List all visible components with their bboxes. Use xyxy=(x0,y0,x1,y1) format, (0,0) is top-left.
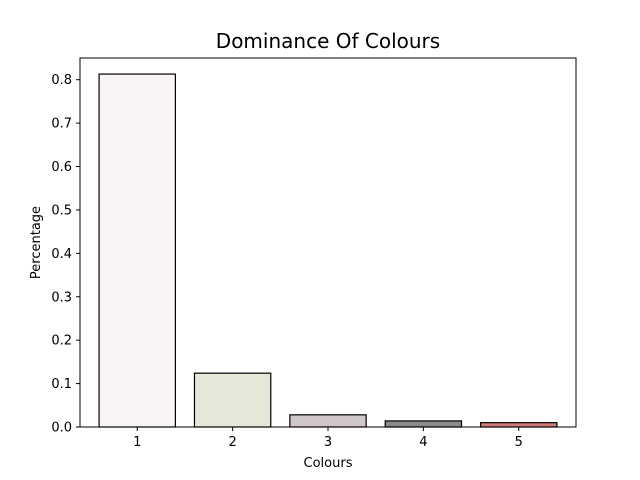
y-tick-label-8: 0.8 xyxy=(51,73,72,88)
y-tick-label-7: 0.7 xyxy=(51,117,72,132)
x-tick-label-3: 3 xyxy=(324,435,332,450)
y-tick-label-0: 0.0 xyxy=(51,421,72,436)
chart-title: Dominance Of Colours xyxy=(216,29,440,53)
y-axis-label: Percentage xyxy=(29,206,44,279)
bar-3 xyxy=(289,414,367,428)
bar-1 xyxy=(98,73,176,428)
x-tick-label-1: 1 xyxy=(133,435,141,450)
y-tick-label-4: 0.4 xyxy=(51,247,72,262)
x-tick-label-2: 2 xyxy=(228,435,236,450)
y-tick-label-2: 0.2 xyxy=(51,334,72,349)
y-tick-label-1: 0.1 xyxy=(51,377,72,392)
y-axis-ticks: 0.0 0.1 0.2 0.3 0.4 0.5 0.6 0.7 0.8 xyxy=(51,73,80,436)
x-tick-label-5: 5 xyxy=(515,435,523,450)
bar-2 xyxy=(193,372,272,428)
x-tick-label-4: 4 xyxy=(419,435,427,450)
bars-layer xyxy=(98,73,558,428)
y-tick-label-6: 0.6 xyxy=(51,160,72,175)
y-tick-label-3: 0.3 xyxy=(51,290,72,305)
plot-frame xyxy=(79,57,577,428)
y-tick-label-5: 0.5 xyxy=(51,203,72,218)
bar-5 xyxy=(480,422,558,428)
x-axis-label: Colours xyxy=(304,456,353,471)
bar-4 xyxy=(384,420,463,428)
x-axis-ticks: 1 2 3 4 5 xyxy=(133,427,523,450)
